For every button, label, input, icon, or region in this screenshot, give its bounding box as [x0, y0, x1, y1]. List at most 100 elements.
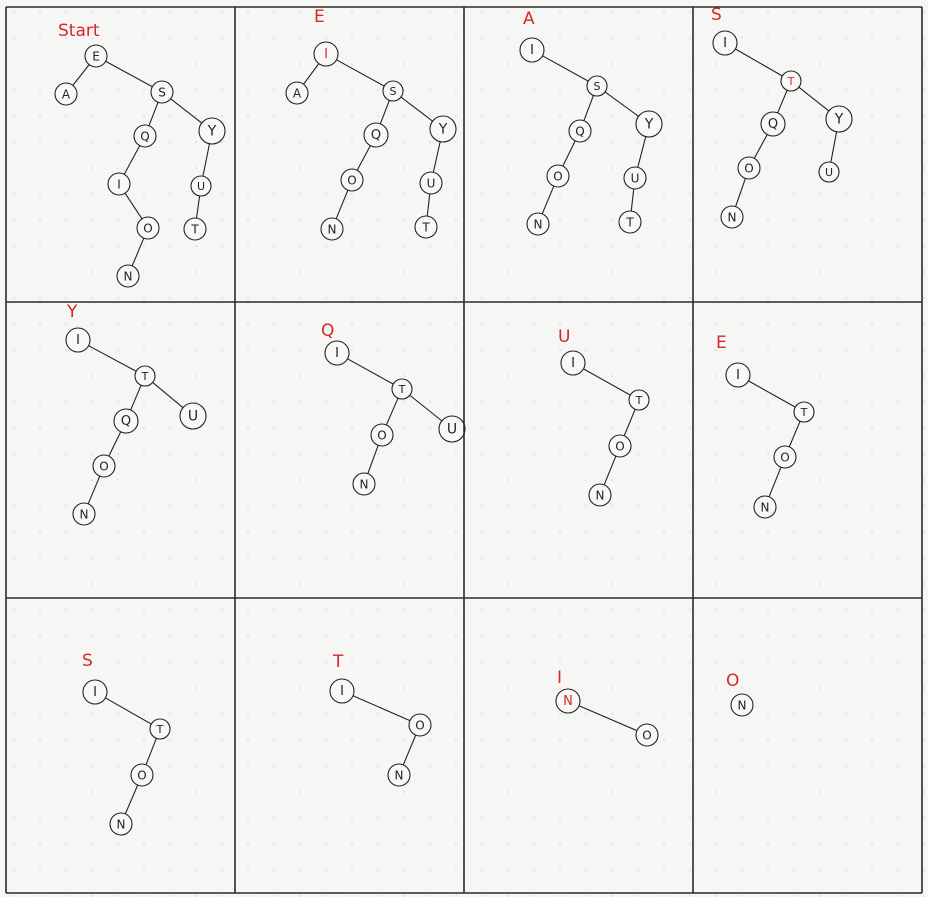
node-label: T: [635, 394, 643, 407]
tree-edge-i-t: [582, 368, 631, 396]
tree-edge-i-o: [124, 192, 143, 220]
tree-node-t: T: [134, 365, 156, 387]
tree-edge-y-u: [432, 141, 441, 173]
tree-node-o: O: [92, 454, 116, 478]
tree-edge-q-o: [356, 145, 371, 171]
node-label: O: [347, 174, 356, 188]
tree-node-i: I: [82, 679, 108, 705]
node-circle: [150, 80, 174, 104]
tree-node-i: I: [65, 327, 91, 353]
node-label: A: [62, 88, 71, 102]
node-label: U: [631, 172, 640, 186]
tree-edge-u-t: [630, 188, 635, 212]
tree-panel-9: SI T O N: [82, 651, 171, 836]
tree-node-e: E: [84, 44, 108, 68]
tree-panel-3: AI S Q Y O U N T: [519, 9, 663, 236]
node-circle: [546, 164, 570, 188]
node-circle: [107, 172, 131, 196]
node-circle: [519, 37, 545, 63]
tree-edge-o-n: [768, 466, 782, 498]
node-label: Y: [207, 124, 217, 140]
tree-node-n: N: [116, 264, 140, 288]
tree-edge-o-n: [367, 444, 379, 475]
node-circle: [725, 362, 751, 388]
node-label: Q: [768, 117, 778, 132]
node-label: N: [761, 501, 770, 515]
node-label: U: [427, 177, 436, 191]
tree-edge-o-n: [402, 734, 417, 766]
panel-title: Y: [66, 302, 78, 322]
node-label: N: [328, 223, 337, 237]
panel-title: E: [716, 333, 727, 353]
node-label: O: [377, 429, 386, 443]
node-label: S: [594, 80, 601, 93]
node-circle: [635, 723, 659, 747]
node-label: S: [390, 85, 397, 98]
node-label: T: [787, 75, 795, 88]
tree-node-n: N: [720, 205, 744, 229]
node-circle: [54, 82, 78, 106]
tree-node-s: S: [150, 80, 174, 104]
node-label: N: [728, 211, 737, 225]
tree-node-u: U: [818, 161, 840, 183]
tree-edge-t-o: [623, 408, 636, 437]
tree-edge-o-n: [131, 237, 145, 267]
node-label: T: [800, 406, 808, 419]
tree-panel-10: TI O N: [329, 652, 432, 787]
node-circle: [133, 124, 157, 148]
node-circle: [712, 30, 738, 56]
panel-title: S: [82, 651, 93, 671]
tree-edge-t-q: [777, 89, 788, 114]
node-label: U: [825, 166, 833, 179]
panel-title: O: [726, 671, 739, 691]
tree-panel-4: SI T Q Y O U N: [711, 5, 853, 229]
node-label: N: [395, 769, 404, 783]
node-label: Q: [140, 130, 149, 144]
node-circle: [82, 679, 108, 705]
panel-title: S: [711, 5, 722, 25]
tree-node-i: I: [712, 30, 738, 56]
tree-node-t: T: [391, 378, 413, 400]
node-label: U: [197, 180, 205, 193]
node-label: I: [324, 47, 328, 62]
panel-title: I: [557, 668, 562, 688]
panel-title: Q: [321, 321, 334, 341]
tree-node-t: T: [780, 70, 802, 92]
panel-title: Start: [58, 21, 100, 41]
node-label: N: [738, 699, 747, 713]
node-circle: [730, 693, 754, 717]
panel-title: T: [332, 652, 344, 672]
tree-edge-o-n: [87, 475, 101, 505]
node-circle: [618, 210, 642, 234]
tree-node-q: Q: [363, 122, 389, 148]
node-label: S: [158, 86, 166, 100]
tree-edge-n-o: [578, 705, 638, 732]
tree-node-u: U: [179, 402, 207, 430]
tree-edge-o-n: [541, 185, 555, 215]
tree-panel-5: YI T Q U O N: [65, 302, 207, 526]
node-circle: [588, 483, 612, 507]
tree-edge-t-o: [385, 397, 399, 426]
tree-node-s: S: [382, 80, 404, 102]
tree-edge-i-a: [303, 63, 320, 85]
node-circle: [408, 713, 432, 737]
tree-edge-q-o: [108, 431, 122, 457]
tree-edge-i-t: [747, 380, 796, 408]
tree-node-u: U: [419, 171, 443, 195]
node-circle: [555, 688, 581, 714]
node-circle: [737, 156, 761, 180]
tree-node-o: O: [370, 423, 394, 447]
tree-node-y: Y: [635, 110, 663, 138]
tree-panel-6: QI T O U N: [321, 321, 466, 496]
tree-node-s: S: [586, 75, 608, 97]
node-label: O: [553, 170, 562, 184]
tree-node-t: T: [414, 215, 438, 239]
tree-panel-2: E I A S Q Y O U N T: [285, 7, 457, 241]
node-circle: [753, 495, 777, 519]
tree-edge-o-n: [603, 455, 617, 486]
node-label: I: [335, 346, 339, 361]
panel-title: E: [314, 7, 325, 27]
tree-node-o: O: [136, 216, 160, 240]
tree-node-o: O: [737, 156, 761, 180]
